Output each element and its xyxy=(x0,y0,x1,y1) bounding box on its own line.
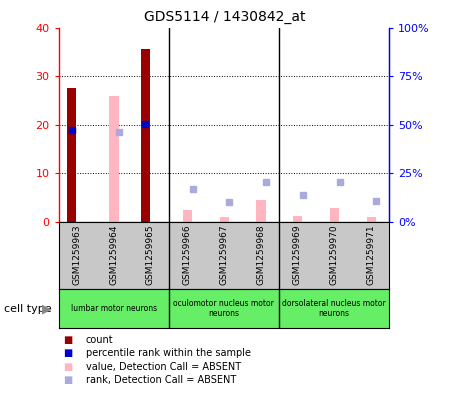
Text: ■: ■ xyxy=(63,375,72,385)
Bar xyxy=(256,200,266,222)
Text: GDS5114 / 1430842_at: GDS5114 / 1430842_at xyxy=(144,10,306,24)
Text: rank, Detection Call = ABSENT: rank, Detection Call = ABSENT xyxy=(86,375,236,385)
Text: ■: ■ xyxy=(63,362,72,372)
Text: GSM1259966: GSM1259966 xyxy=(183,224,192,285)
Bar xyxy=(330,208,339,222)
Bar xyxy=(367,217,376,222)
Bar xyxy=(141,50,150,222)
Bar xyxy=(67,88,76,222)
Text: ■: ■ xyxy=(63,348,72,358)
Text: GSM1259964: GSM1259964 xyxy=(109,224,118,285)
Text: oculomotor nucleus motor
neurons: oculomotor nucleus motor neurons xyxy=(173,299,274,318)
Bar xyxy=(183,210,192,222)
Text: lumbar motor neurons: lumbar motor neurons xyxy=(71,304,157,313)
Text: count: count xyxy=(86,335,113,345)
Text: GSM1259965: GSM1259965 xyxy=(146,224,155,285)
Text: GSM1259971: GSM1259971 xyxy=(366,224,375,285)
Text: GSM1259963: GSM1259963 xyxy=(72,224,81,285)
Bar xyxy=(220,217,229,222)
Text: ▶: ▶ xyxy=(42,302,52,315)
Text: cell type: cell type xyxy=(4,303,52,314)
Bar xyxy=(109,95,119,222)
Text: GSM1259968: GSM1259968 xyxy=(256,224,265,285)
Text: value, Detection Call = ABSENT: value, Detection Call = ABSENT xyxy=(86,362,241,372)
Text: ■: ■ xyxy=(63,335,72,345)
Text: GSM1259969: GSM1259969 xyxy=(293,224,302,285)
Text: GSM1259967: GSM1259967 xyxy=(220,224,228,285)
Text: percentile rank within the sample: percentile rank within the sample xyxy=(86,348,251,358)
Text: dorsolateral nucleus motor
neurons: dorsolateral nucleus motor neurons xyxy=(282,299,386,318)
Bar xyxy=(293,216,302,222)
Text: GSM1259970: GSM1259970 xyxy=(329,224,338,285)
